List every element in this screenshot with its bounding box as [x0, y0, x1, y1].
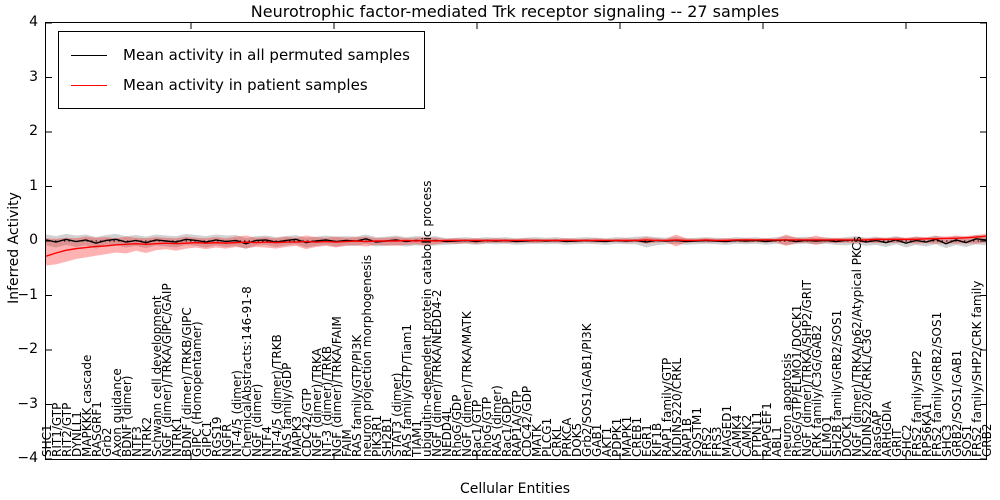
- legend-label-permuted: Mean activity in all permuted samples: [123, 46, 410, 64]
- y-tick-label: −4: [17, 450, 38, 466]
- chart-title: Neurotrophic factor-mediated Trk recepto…: [250, 2, 780, 21]
- y-tick-label: 4: [29, 14, 38, 30]
- y-tick-label: 0: [29, 232, 38, 248]
- legend-line-black-icon: [71, 54, 107, 56]
- legend-line-red-icon: [71, 84, 107, 86]
- y-tick-label: 3: [29, 68, 38, 85]
- legend-label-patient: Mean activity in patient samples: [123, 76, 368, 94]
- y-tick-label: 2: [29, 123, 38, 139]
- patient-mean-line: [46, 235, 986, 257]
- plot-canvas: [46, 23, 986, 459]
- legend: Mean activity in all permuted samples Me…: [58, 31, 425, 109]
- y-tick-label: 1: [29, 177, 38, 194]
- legend-entry-patient: Mean activity in patient samples: [71, 70, 410, 100]
- legend-entry-permuted: Mean activity in all permuted samples: [71, 40, 410, 70]
- y-tick-label: −1: [17, 286, 38, 303]
- entity-label: GRB2: [980, 423, 994, 457]
- y-tick-label: −3: [17, 395, 38, 412]
- x-axis-label: Cellular Entities: [459, 481, 571, 497]
- permuted-mean-line: [46, 238, 986, 245]
- plot-area: SHC1 RIT1/GTP RIT2/GTP DYNLL1 MAPKKK cascade…: [40, 22, 994, 460]
- y-tick-label: −2: [17, 341, 38, 357]
